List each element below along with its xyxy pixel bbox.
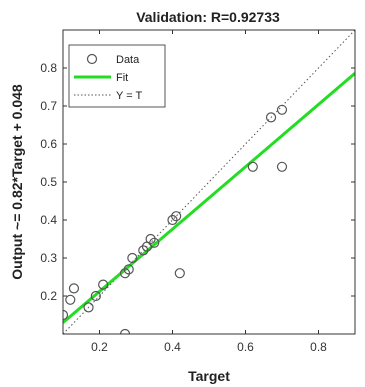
fit-line-layer (63, 72, 355, 324)
y-tick-label: 0.3 (40, 251, 57, 265)
data-point (68, 283, 80, 294)
legend: Data Fit Y = T (68, 44, 166, 108)
x-tick-label: 0.2 (91, 340, 108, 354)
y-tick-label: 0.4 (40, 213, 57, 227)
data-point (149, 237, 160, 248)
y-tick-label: 0.6 (40, 137, 57, 151)
y-tick-label: 0.7 (40, 99, 57, 113)
data-point (83, 302, 94, 313)
legend-label-fit: Fit (116, 72, 128, 84)
data-point (63, 309, 69, 321)
x-axis-label: Target (188, 368, 230, 384)
data-point (90, 290, 101, 302)
chart-title: Validation: R=0.92733 (136, 9, 280, 25)
x-tick-label: 0.6 (237, 340, 254, 354)
data-point (171, 211, 182, 222)
y-tick-label: 0.5 (40, 175, 57, 189)
data-point (145, 233, 156, 245)
data-point (65, 294, 76, 305)
data-points (63, 104, 288, 334)
data-point (167, 214, 178, 226)
data-point (174, 268, 185, 279)
x-axis-ticks: 0.2 0.4 0.6 0.8 (91, 30, 327, 354)
data-point (276, 161, 288, 172)
data-point (247, 161, 258, 172)
data-point (127, 252, 138, 264)
data-point (265, 112, 277, 123)
data-point (138, 245, 149, 256)
fit-line (63, 72, 355, 324)
y-tick-label: 0.2 (40, 289, 57, 303)
legend-data-marker (86, 53, 98, 65)
y-axis-label: Output ~= 0.82*Target + 0.048 (9, 84, 25, 280)
data-point (276, 104, 288, 115)
y-tick-label: 0.8 (40, 61, 57, 75)
y-axis-ticks: 0.2 0.3 0.4 0.5 0.6 0.7 0.8 (40, 61, 355, 303)
x-tick-label: 0.8 (310, 340, 327, 354)
data-point (98, 279, 109, 290)
data-point (119, 268, 131, 279)
data-point (123, 264, 134, 275)
x-tick-label: 0.4 (164, 340, 181, 354)
legend-label-identity: Y = T (116, 90, 142, 102)
data-point (119, 328, 131, 334)
legend-label-data: Data (116, 54, 140, 66)
